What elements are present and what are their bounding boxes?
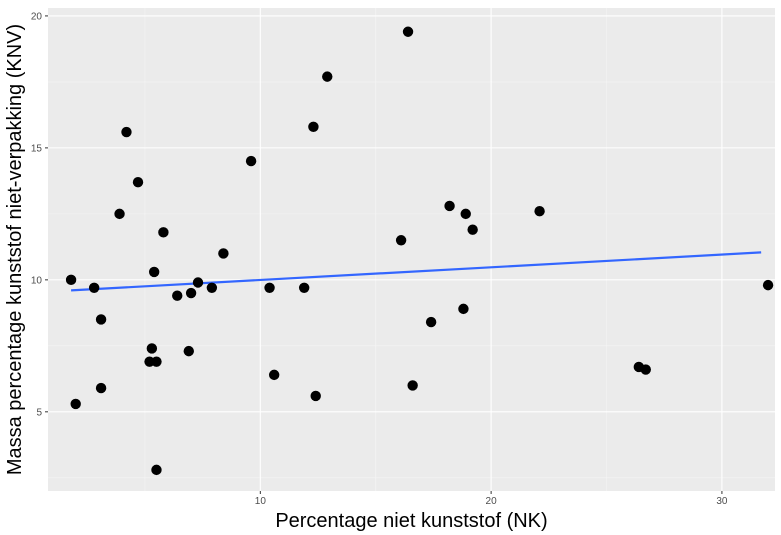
tick-labels: 10 20 30 5 10 15 20 — [31, 11, 728, 507]
data-point — [192, 277, 204, 288]
data-point — [407, 380, 418, 391]
data-point — [70, 398, 81, 410]
major-gridlines — [48, 8, 775, 491]
data-point — [158, 227, 169, 238]
data-point — [218, 248, 229, 259]
data-point — [65, 274, 77, 286]
data-point — [310, 390, 321, 402]
data-point — [245, 155, 257, 167]
data-point — [95, 382, 107, 394]
data-point — [95, 314, 107, 325]
data-point — [183, 345, 194, 357]
data-point — [467, 224, 478, 235]
x-axis-title: Percentage niet kunststof (NK) — [275, 510, 547, 532]
data-point — [308, 121, 319, 132]
data-point — [402, 26, 414, 37]
data-point — [425, 316, 437, 328]
data-point — [460, 208, 471, 220]
y-tick-label: 20 — [31, 11, 43, 22]
data-point — [264, 282, 275, 293]
data-point — [132, 176, 144, 188]
y-tick-label: 15 — [31, 143, 43, 154]
plot-panel — [48, 8, 775, 491]
axis-ticks — [45, 15, 723, 494]
data-point — [322, 71, 333, 82]
trend-line — [71, 251, 762, 292]
minor-gridlines — [48, 8, 775, 491]
x-tick-label: 20 — [486, 496, 498, 507]
data-point — [172, 290, 183, 301]
data-point — [298, 282, 310, 293]
data-point — [114, 208, 125, 220]
data-point — [458, 303, 469, 315]
data-point — [185, 287, 197, 299]
data-point — [148, 266, 160, 278]
x-tick-label: 30 — [716, 496, 728, 507]
data-point — [534, 206, 545, 217]
data-point — [395, 235, 407, 246]
data-point — [121, 126, 132, 138]
x-tick-label: 10 — [255, 496, 267, 507]
data-point — [88, 282, 100, 293]
data-point — [206, 282, 218, 293]
data-point — [762, 279, 774, 291]
data-point — [444, 200, 455, 212]
data-point — [146, 343, 158, 354]
data-points — [65, 26, 774, 476]
data-point — [151, 356, 162, 367]
data-point — [268, 369, 280, 381]
y-tick-label: 5 — [36, 407, 42, 418]
data-point — [151, 464, 162, 476]
y-tick-label: 10 — [31, 275, 43, 286]
data-point — [640, 364, 651, 375]
y-axis-title: Massa percentage kunststof niet-verpakki… — [4, 24, 26, 475]
